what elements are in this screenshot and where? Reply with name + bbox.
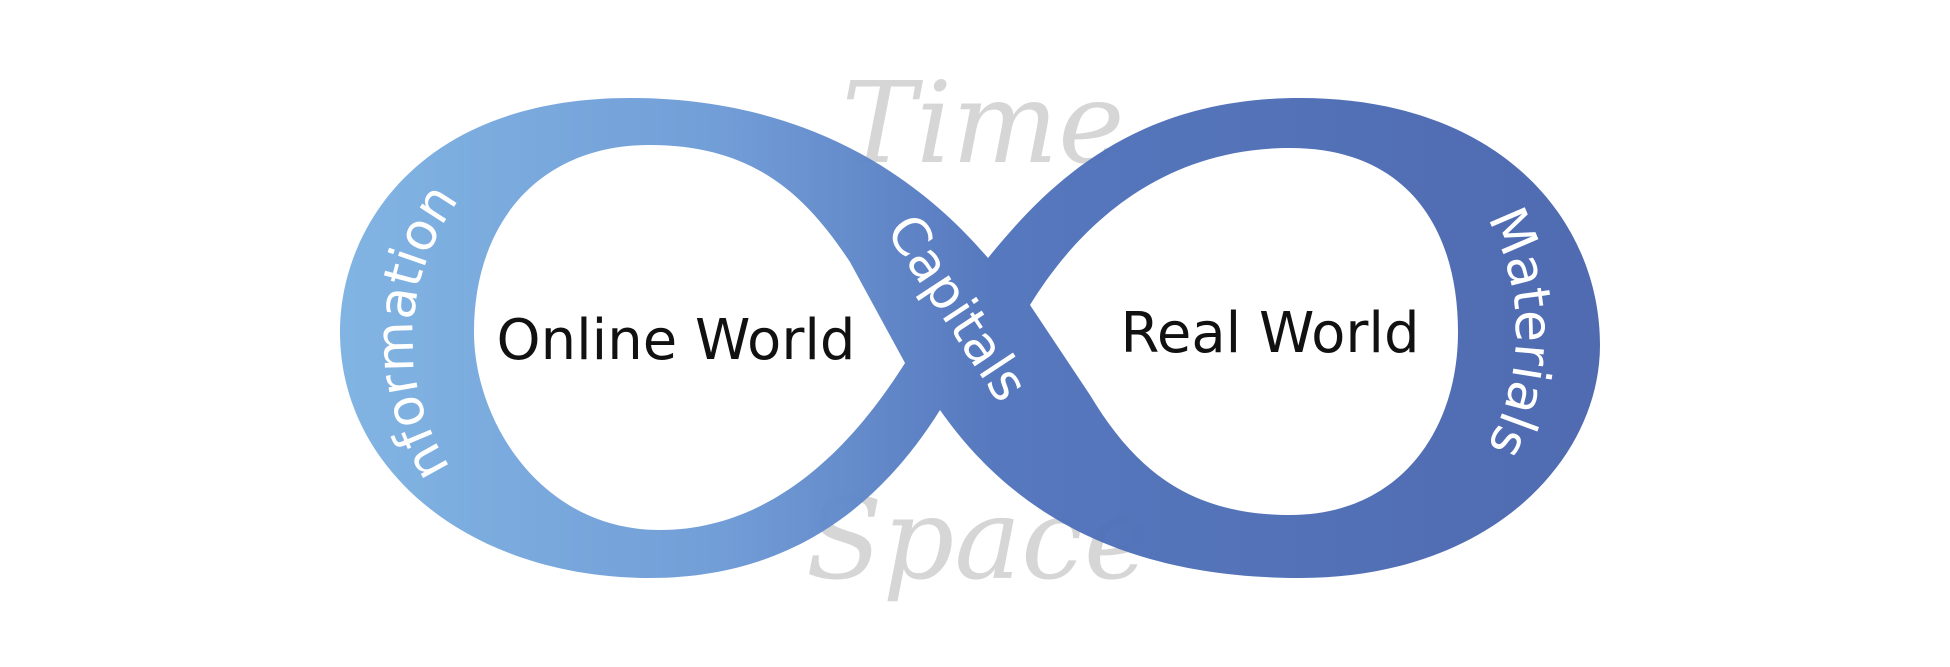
online-world-label: Online World xyxy=(497,308,856,373)
real-world-label: Real World xyxy=(1120,301,1419,366)
time-watermark: Time xyxy=(841,59,1124,189)
infinity-band xyxy=(340,98,1600,578)
